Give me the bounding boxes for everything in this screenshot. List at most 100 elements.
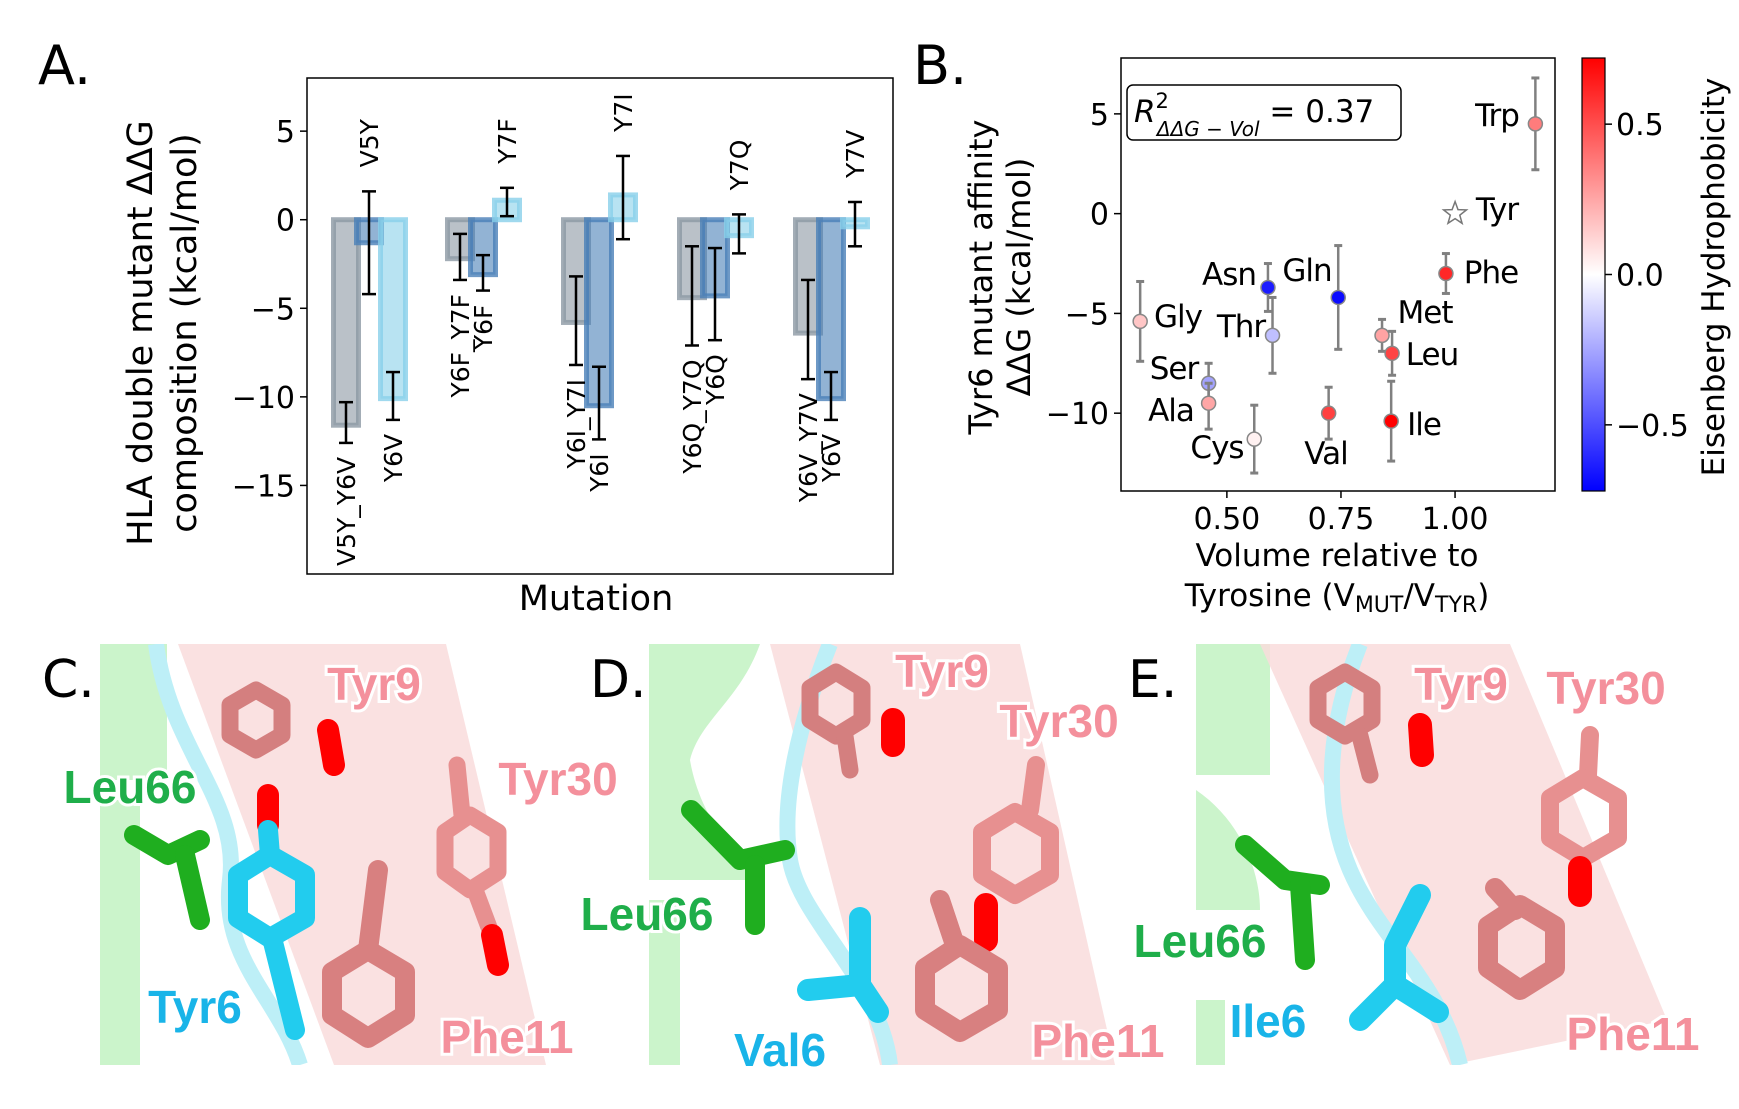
- y-tick-label: −10: [232, 381, 295, 416]
- panel-b-ylabel-line2: ΔΔG (kcal/mol): [1000, 158, 1038, 397]
- marker: [1246, 431, 1263, 447]
- colorbar: 0.5 0.0 −0.5 Eisenberg Hydrophobicity: [1581, 57, 1732, 492]
- point-asn: Asn: [1202, 257, 1276, 313]
- hla-helix-ribbon: [1196, 644, 1270, 1065]
- panel-c: C.: [42, 644, 621, 1066]
- colorbar-label: Eisenberg Hydrophobicity: [1696, 78, 1732, 477]
- panel-c-letter: C.: [42, 650, 95, 710]
- point-label: Phe: [1464, 255, 1518, 291]
- point-label: Val: [1304, 436, 1347, 472]
- tyr9-oxygen: [1408, 713, 1434, 767]
- point-label: Trp: [1474, 98, 1519, 134]
- xlabel-sub-tyr: TYR: [1434, 593, 1477, 618]
- point-label: Met: [1398, 295, 1454, 331]
- point-ser: Ser: [1150, 351, 1217, 405]
- x-tick-label: 0.75: [1308, 502, 1375, 537]
- y-tick-label: −5: [251, 292, 295, 327]
- label-tyr6: Tyr6: [148, 981, 242, 1033]
- bar-v5y_y6v: [331, 217, 361, 428]
- panel-b-letter: B.: [913, 34, 967, 97]
- phe11-sticks: [915, 890, 1008, 1042]
- label-tyr30: Tyr30: [1546, 662, 1665, 714]
- x-tick-label: 1.00: [1422, 502, 1489, 537]
- bar-label: V5Y_Y6V: [332, 457, 361, 566]
- bar-label: Y6V: [817, 434, 846, 483]
- marker: [1200, 395, 1217, 411]
- x-tick-label: 0.50: [1193, 502, 1260, 537]
- panel-a-axes-frame: [306, 77, 894, 575]
- tyr30-oxygen: [481, 924, 509, 976]
- label-phe11: Phe11: [1567, 1008, 1700, 1060]
- star-marker: [1441, 199, 1469, 226]
- phe11-sticks: [1478, 878, 1565, 1000]
- hla-helix-ribbon: [100, 644, 167, 1065]
- label-tyr9: Tyr9: [1414, 658, 1508, 710]
- panel-c-structure-render: [100, 644, 546, 1065]
- point-tyr: Tyr: [1441, 192, 1520, 228]
- bar-label: Y6F_Y7F: [446, 294, 475, 399]
- label-tyr30: Tyr30: [498, 753, 617, 805]
- bar-label: Y6Q: [701, 354, 730, 406]
- point-label: Asn: [1202, 257, 1256, 293]
- point-met: Met: [1374, 295, 1454, 353]
- panel-b-ylabel-line1: Tyr6 mutant affinity: [962, 120, 1000, 436]
- label-tyr9: Tyr9: [327, 658, 421, 710]
- point-gly: Gly: [1132, 279, 1204, 363]
- colorbar-gradient: [1581, 57, 1606, 492]
- colorbar-tick-label: −0.5: [1616, 409, 1689, 444]
- panel-e-letter: E.: [1128, 650, 1177, 710]
- r2-sub: ΔΔG − Vol: [1155, 117, 1260, 141]
- marker: [1384, 345, 1400, 362]
- label-leu66: Leu66: [581, 888, 714, 940]
- bar-label: Y7Q: [725, 140, 754, 192]
- point-label: Thr: [1216, 309, 1267, 345]
- y-tick-label: −15: [232, 469, 295, 504]
- y-tick-label: −10: [1046, 397, 1109, 432]
- leu66-sticks: [1235, 835, 1330, 970]
- marker: [1374, 327, 1390, 344]
- label-ile6: Ile6: [1230, 995, 1307, 1047]
- panel-e: E.: [1128, 644, 1703, 1065]
- tyr9-sticks: [221, 681, 291, 759]
- panel-a-ylabel-line2: composition (kcal/mol): [165, 133, 205, 533]
- point-label: Ser: [1150, 351, 1200, 387]
- val6-sticks: [797, 907, 889, 1023]
- panel-b-plot-area: 0.50 0.75 1.00 5 0 −5 −10 Trp Tyr Phe Asn Gln Gly Thr…: [1046, 76, 1544, 537]
- xlabel-sub-mut: MUT: [1355, 593, 1404, 618]
- bar-y6v: [378, 217, 408, 402]
- label-leu66: Leu66: [64, 761, 197, 813]
- panel-d-letter: D.: [590, 650, 647, 710]
- bar-label: Y7F: [493, 118, 522, 165]
- marker: [1438, 265, 1454, 282]
- label-val6: Val6: [734, 1024, 826, 1076]
- marker: [1132, 313, 1148, 330]
- colorbar-tick-label: 0.0: [1616, 259, 1664, 294]
- panel-a-ylabel-line1: HLA double mutant ΔΔG: [121, 120, 161, 546]
- r2-sup: 2: [1156, 89, 1169, 113]
- y-tick-label: 0: [1090, 198, 1109, 233]
- label-phe11: Phe11: [441, 1011, 574, 1063]
- point-label: Ile: [1407, 407, 1441, 443]
- bar-label: Y6F: [469, 305, 498, 352]
- tyr30-sticks: [973, 756, 1059, 904]
- point-label: Leu: [1406, 337, 1458, 373]
- xlabel-main: Tyrosine (V: [1184, 578, 1355, 614]
- marker: [1527, 116, 1544, 132]
- r2-symbol: R: [1134, 94, 1156, 130]
- y-tick-label: 5: [276, 115, 295, 150]
- marker: [1320, 405, 1337, 421]
- bar-label: Y6I: [585, 453, 614, 493]
- marker: [1383, 413, 1399, 429]
- bar-label: V5Y: [355, 118, 384, 167]
- tyr9-oxygen: [317, 719, 345, 776]
- tyr9-sticks: [801, 663, 871, 779]
- point-gln: Gln: [1282, 244, 1346, 351]
- bar-label: Y6V: [379, 434, 408, 483]
- hla-helix-ribbon: [649, 644, 760, 1065]
- xlabel-end: ): [1477, 578, 1489, 614]
- panel-b: B. Tyr6 mutant affinity ΔΔG (kcal/mol) V…: [913, 34, 1732, 618]
- tyr30-sticks: [436, 756, 507, 939]
- panel-b-xlabel-line1: Volume relative to: [1195, 538, 1478, 574]
- label-tyr30: Tyr30: [999, 695, 1118, 747]
